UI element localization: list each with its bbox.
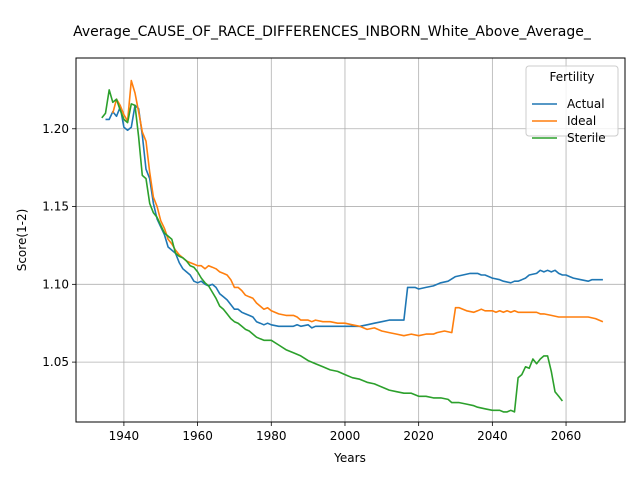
- x-axis-label: Years: [333, 451, 366, 465]
- x-tick-label: 1940: [109, 429, 140, 443]
- legend-label-actual: Actual: [567, 97, 605, 111]
- y-tick-label: 1.10: [42, 277, 69, 291]
- legend-label-ideal: Ideal: [567, 114, 596, 128]
- y-tick-label: 1.05: [42, 355, 69, 369]
- y-tick-label: 1.20: [42, 122, 69, 136]
- x-tick-label: 2020: [403, 429, 434, 443]
- legend-label-sterile: Sterile: [567, 131, 606, 145]
- legend: Fertility Actual Ideal Sterile: [525, 65, 619, 145]
- series-lines: [101, 79, 604, 413]
- y-tick-label: 1.15: [42, 200, 69, 214]
- series-line-actual: [105, 104, 603, 329]
- x-tick-label: 2040: [477, 429, 508, 443]
- axes-frame: [75, 57, 626, 423]
- x-tick-label: 1960: [182, 429, 213, 443]
- series-line-sterile: [101, 89, 564, 413]
- x-tick-label: 2000: [330, 429, 361, 443]
- y-axis-label: Score(1-2): [15, 209, 29, 272]
- chart-title: Average_CAUSE_OF_RACE_DIFFERENCES_INBORN…: [73, 24, 592, 40]
- legend-title: Fertility: [549, 70, 594, 84]
- axis-ticks: 1940 1960 1980 2000 2020 2040 2060 1.05 1.10 1.15…: [42, 122, 581, 443]
- x-tick-label: 1980: [256, 429, 287, 443]
- x-tick-label: 2060: [551, 429, 582, 443]
- legend-box: [525, 65, 619, 137]
